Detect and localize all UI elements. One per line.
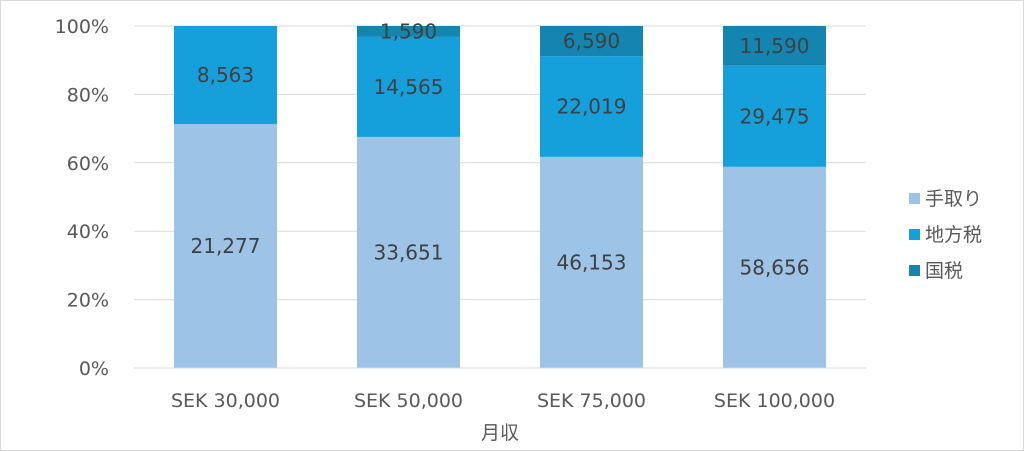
y-tick-label: 80%: [67, 84, 109, 106]
legend-swatch: [909, 229, 920, 240]
bar-segment: [357, 36, 460, 137]
y-axis-ticks: 0% 20% 40% 60% 80% 100%: [55, 16, 109, 380]
y-tick-label: 40%: [67, 221, 109, 243]
data-label: 21,277: [191, 234, 261, 258]
bar-segment: [540, 56, 643, 157]
x-category-label: SEK 100,000: [714, 390, 835, 412]
y-tick-label: 20%: [67, 290, 109, 312]
data-labels: 21,277 8,563 33,651 14,565 1,590 46,153 22,019…: [191, 19, 810, 279]
data-label: 33,651: [374, 240, 444, 264]
y-tick-label: 100%: [55, 16, 109, 38]
legend-label: 手取り: [925, 188, 982, 210]
x-axis-categories: SEK 30,000 SEK 50,000 SEK 75,000 SEK 100,00…: [171, 390, 835, 412]
data-label: 58,656: [740, 255, 810, 279]
x-category-label: SEK 30,000: [171, 390, 280, 412]
data-label: 29,475: [740, 104, 810, 128]
bar-segment: [540, 156, 643, 368]
bar-segment: [540, 26, 643, 57]
data-label: 46,153: [557, 250, 627, 274]
x-category-label: SEK 75,000: [537, 390, 646, 412]
data-label: 11,590: [740, 34, 810, 58]
data-label: 6,590: [563, 29, 620, 53]
data-label: 14,565: [374, 75, 444, 99]
data-label: 1,590: [380, 19, 437, 43]
bar-segment: [174, 124, 277, 368]
bar-segment: [357, 26, 460, 37]
data-label: 8,563: [197, 63, 254, 87]
bars: [174, 26, 826, 368]
bar-segment: [723, 65, 826, 167]
x-category-label: SEK 50,000: [354, 390, 463, 412]
data-label: 22,019: [557, 95, 627, 119]
y-tick-label: 60%: [67, 153, 109, 175]
bar-segment: [357, 136, 460, 368]
legend-swatch: [909, 193, 920, 204]
y-tick-label: 0%: [79, 358, 109, 380]
legend-swatch: [909, 265, 920, 276]
legend-label: 地方税: [925, 224, 982, 246]
x-axis-title: 月収: [481, 422, 519, 444]
bar-segment: [174, 26, 277, 125]
legend-label: 国税: [925, 260, 963, 282]
bar-segment: [723, 166, 826, 368]
bar-segment: [723, 26, 826, 66]
